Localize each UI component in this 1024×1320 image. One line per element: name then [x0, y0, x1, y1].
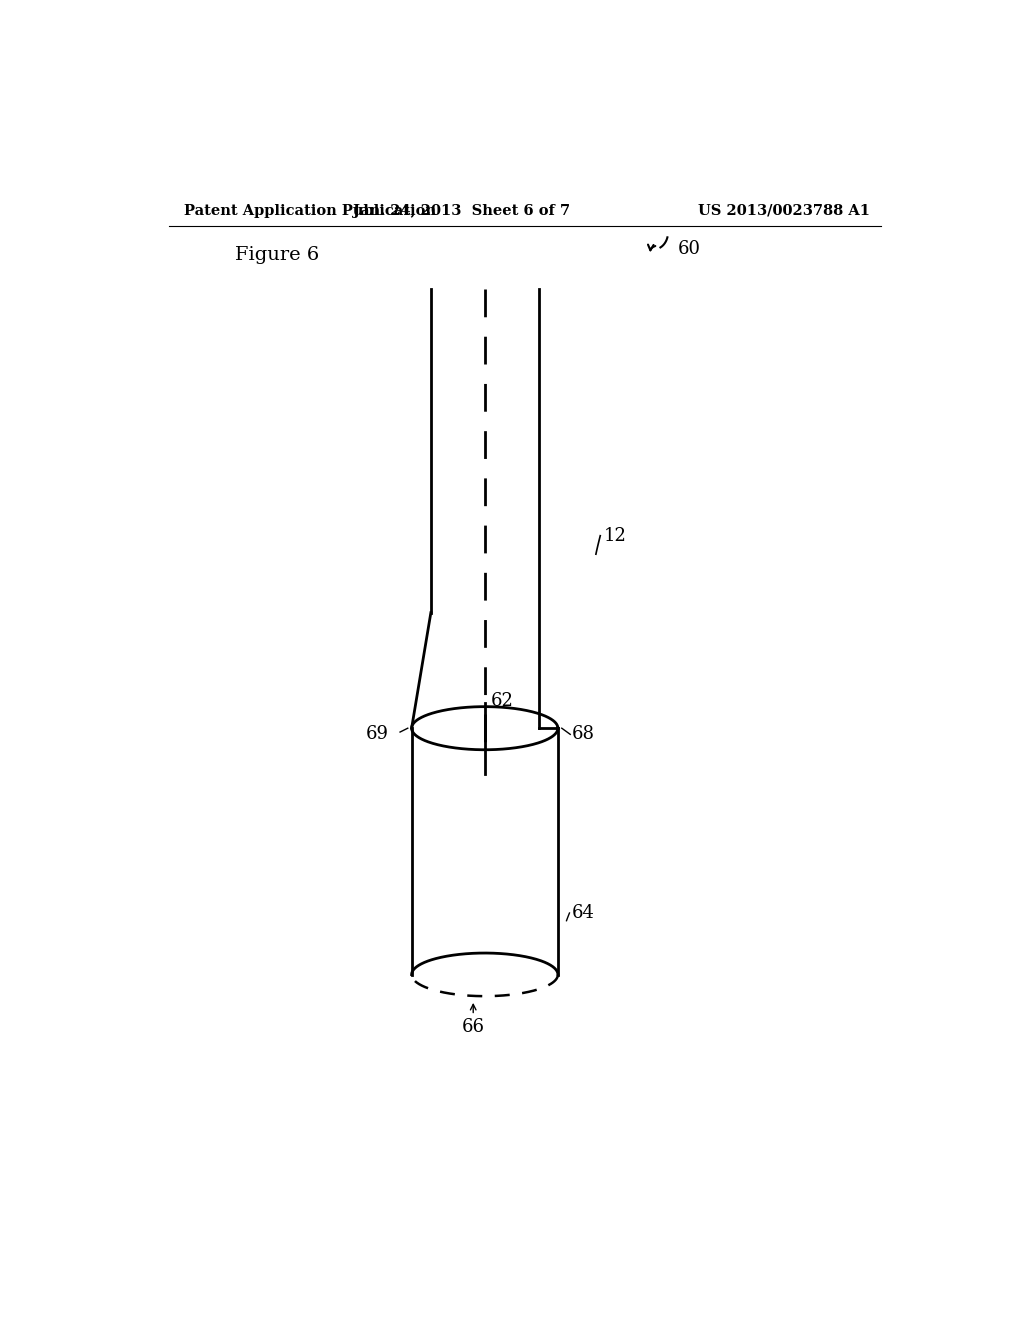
Text: 66: 66: [462, 1018, 484, 1036]
Text: 69: 69: [366, 726, 388, 743]
Text: 68: 68: [571, 726, 595, 743]
Text: 64: 64: [571, 904, 595, 921]
Text: US 2013/0023788 A1: US 2013/0023788 A1: [697, 203, 869, 218]
Text: 12: 12: [604, 527, 627, 545]
Text: 60: 60: [677, 240, 700, 259]
Text: Jan. 24, 2013  Sheet 6 of 7: Jan. 24, 2013 Sheet 6 of 7: [353, 203, 570, 218]
Text: Figure 6: Figure 6: [234, 246, 318, 264]
Text: 62: 62: [490, 692, 514, 710]
Text: Patent Application Publication: Patent Application Publication: [184, 203, 436, 218]
